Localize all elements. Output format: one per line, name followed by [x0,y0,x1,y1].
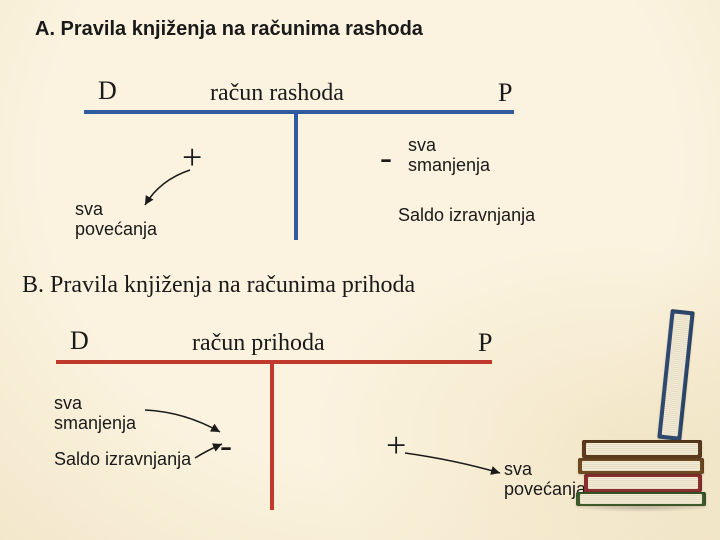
section-b-title: B. Pravila knjiženja na računima prihoda [22,272,415,299]
section-a-saldo: Saldo izravnjanja [398,206,535,226]
section-b-saldo: Saldo izravnjanja [54,450,191,470]
section-a-account-name: račun rashoda [210,80,344,107]
section-b-horizontal-line [56,360,492,364]
section-a-p-label: P [498,78,512,108]
books-illustration [572,300,712,510]
section-a-d-label: D [98,76,117,106]
section-b-d-label: D [70,326,89,356]
section-a-right-note: sva smanjenja [408,136,490,176]
section-a-minus-sign: - [380,136,392,178]
section-b-arrow-right-icon [400,448,510,483]
section-a-title: A. Pravila knjiženja na računima rashoda [35,18,423,41]
section-b-left-note: sva smanjenja [54,394,136,434]
section-b-p-label: P [478,328,492,358]
section-b-account-name: račun prihoda [192,330,325,357]
section-b-vertical-line [270,360,274,510]
section-b-arrow-bottom-icon [190,440,230,465]
section-a-vertical-line [294,110,298,240]
section-a-horizontal-line [84,110,514,114]
section-a-arrow-icon [140,165,200,215]
section-b-arrow-top-icon [140,402,230,442]
